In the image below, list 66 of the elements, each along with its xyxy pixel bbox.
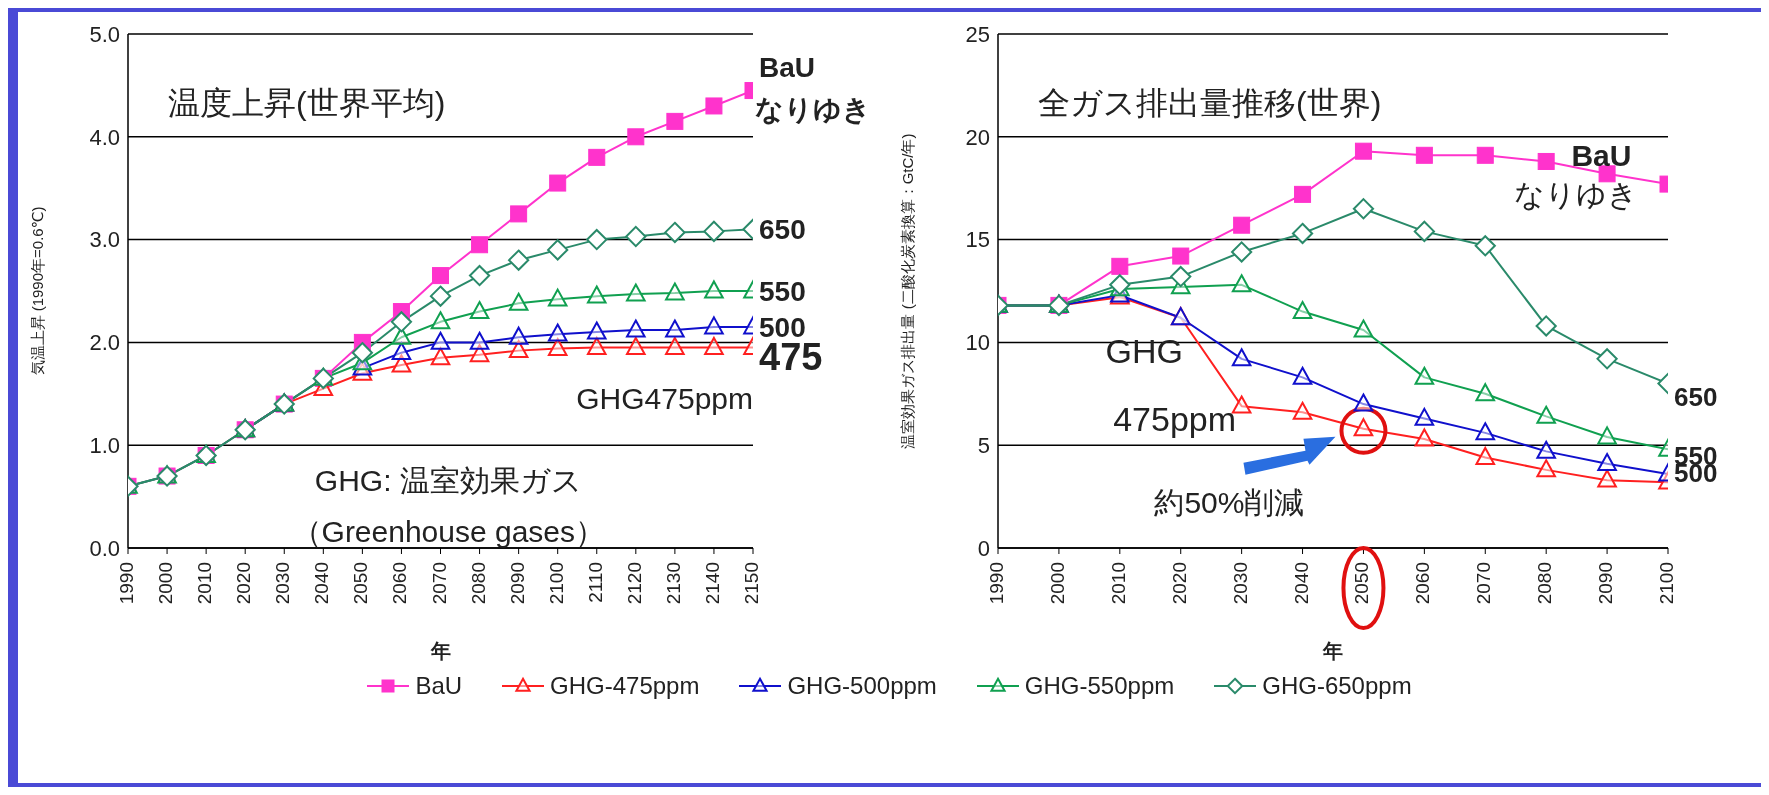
x-axis-title: 年: [1322, 640, 1343, 662]
annotation: （Greenhouse gases）: [291, 514, 606, 548]
annotation: 650: [759, 214, 806, 246]
x-tick-label: 2060: [1412, 562, 1434, 605]
y-axis-title: 温室効果ガス排出量 (二酸化炭素換算：GtC/年): [899, 133, 917, 449]
x-tick-label: 2030: [1229, 562, 1251, 605]
x-tick-label: 2100: [545, 562, 567, 605]
legend-label: BaU: [415, 672, 463, 700]
x-tick-label: 2040: [1290, 562, 1312, 605]
x-tick-label: 1990: [986, 562, 1008, 605]
x-tick-label: 2090: [506, 562, 528, 605]
text: なりゆき: [755, 93, 871, 125]
annotation: BaU: [759, 51, 816, 83]
annotation: 約50%削減: [1154, 486, 1305, 520]
x-axis-title: 年: [429, 640, 451, 662]
legend-label: GHG-650ppm: [1262, 672, 1412, 700]
x-tick-label: 2000: [1046, 562, 1068, 605]
x-tick-label: 2020: [233, 562, 255, 605]
y-tick-label: 10: [965, 330, 990, 356]
y-tick-label: 4.0: [89, 124, 120, 150]
y-tick-label: 0.0: [89, 535, 120, 561]
x-tick-label: 2080: [1534, 562, 1556, 605]
x-tick-label: 2150: [741, 562, 763, 605]
annotation: GHG475ppm: [576, 382, 753, 416]
annotation: なりゆき: [1513, 177, 1638, 211]
x-tick-label: 2010: [1107, 562, 1129, 605]
y-tick-label: 5.0: [89, 21, 120, 47]
annotation: GHG: [1105, 331, 1183, 370]
x-tick-label: 2090: [1595, 562, 1617, 605]
annotation: 650: [1674, 381, 1718, 412]
text: 全ガス排出量推移(世界): [1038, 84, 1382, 123]
y-tick-label: 5: [977, 433, 990, 459]
y-axis-title: 気温上昇 (1990年=0.6℃): [29, 206, 47, 376]
x-tick-label: 2130: [662, 562, 684, 605]
x-tick-label: 2100: [1656, 562, 1678, 605]
legend-label: GHG-500ppm: [787, 672, 937, 700]
x-tick-label: 2040: [311, 562, 333, 605]
x-tick-label: 2060: [389, 562, 411, 605]
legend-label: GHG-475ppm: [550, 672, 700, 700]
annotation: 475ppm: [1113, 399, 1237, 438]
y-tick-label: 15: [965, 227, 990, 253]
x-tick-label: 2010: [194, 562, 216, 605]
y-tick-label: 2.0: [89, 330, 120, 356]
text: 温度上昇(世界平均): [168, 84, 446, 123]
annotation: BaU: [1571, 138, 1632, 172]
x-tick-label: 2110: [584, 562, 606, 603]
x-tick-label: 2080: [467, 562, 489, 605]
annotation: 550: [759, 276, 806, 307]
y-tick-label: 0: [977, 535, 990, 561]
x-tick-label: 1990: [116, 562, 138, 605]
x-tick-label: 2000: [155, 562, 177, 605]
x-tick-label: 2030: [272, 562, 294, 605]
x-tick-label: 2140: [701, 562, 723, 605]
annotation: GHG: 温室効果ガス: [314, 464, 582, 498]
x-tick-label: 2070: [1473, 562, 1495, 605]
annotation: 500: [759, 311, 806, 343]
y-tick-label: 20: [965, 124, 990, 150]
x-tick-label: 2120: [623, 562, 645, 605]
x-tick-label: 2070: [428, 562, 450, 605]
legend-label: GHG-550ppm: [1024, 672, 1175, 700]
y-tick-label: 1.0: [89, 433, 120, 459]
x-tick-label: 2050: [350, 562, 372, 605]
y-tick-label: 3.0: [89, 227, 120, 253]
x-tick-label: 2050: [1351, 562, 1373, 605]
x-tick-label: 2020: [1168, 562, 1190, 605]
y-tick-label: 25: [965, 21, 990, 47]
